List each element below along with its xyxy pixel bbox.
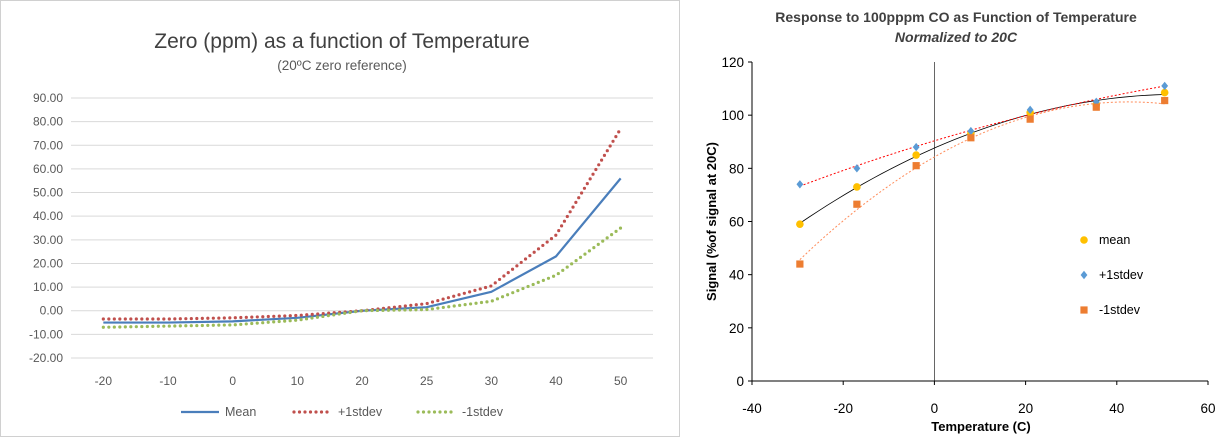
y-tick-label: 20 [729,321,744,336]
data-point [912,162,920,170]
series-line-mean [103,177,622,324]
x-tick-label: 60 [1200,401,1215,416]
data-point [1161,96,1169,105]
data-point [853,183,861,191]
zero-temperature-chart-panel: Zero (ppm) as a function of Temperature (… [0,0,680,437]
data-point [796,260,804,268]
data-point [1092,103,1100,111]
y-tick-label: 80 [729,161,744,176]
y-tick-label: 100 [721,108,744,123]
data-point [912,151,920,159]
trendline-mean [799,94,1165,224]
data-point [912,142,920,152]
x-tick-label: -40 [742,401,762,416]
y-tick-label: 70.00 [33,138,63,152]
zero-temperature-chart: Zero (ppm) as a function of Temperature (… [29,30,653,419]
data-point [796,220,804,228]
x-tick-label: 50 [614,374,628,388]
data-point [1160,88,1169,97]
y-tick-label: -20.00 [29,351,63,365]
x-axis-label: Temperature (C) [931,419,1030,434]
x-tick-label: 0 [229,374,236,388]
data-point [967,134,975,142]
legend-label: -1stdev [462,405,504,419]
legend-marker [1080,306,1088,314]
chart-subtitle: Normalized to 20C [895,29,1018,45]
chart-title: Response to 100pppm CO as Function of Te… [775,9,1137,25]
x-tick-label: 25 [420,374,434,388]
legend-marker [1080,236,1088,244]
trendline-1stdev [799,101,1165,260]
data-point [796,180,804,189]
legend-label: -1stdev [1099,303,1141,317]
legend-marker [1080,270,1088,280]
data-point [1161,81,1169,91]
legend-label: +1stdev [338,405,383,419]
y-tick-label: 90.00 [33,91,63,105]
legend-label: +1stdev [1099,268,1144,282]
y-tick-label: 20.00 [33,256,63,270]
data-point [853,200,861,208]
y-tick-label: 40.00 [33,209,63,223]
y-tick-label: 60 [729,215,744,230]
y-tick-label: -10.00 [29,327,63,341]
x-tick-label: -20 [833,401,853,416]
x-tick-label: 20 [355,374,369,388]
y-tick-label: 0 [736,374,744,389]
series-line-1stdev [101,226,623,329]
x-tick-label: 40 [1109,401,1124,416]
co-response-chart: Response to 100pppm CO as Function of Te… [704,9,1216,434]
x-tick-label: -20 [95,374,113,388]
x-tick-label: 0 [931,401,939,416]
trendline-1stdev [799,85,1165,187]
y-tick-label: 40 [729,268,744,283]
y-tick-label: 10.00 [33,280,63,294]
x-tick-label: 10 [291,374,305,388]
y-tick-label: 30.00 [33,233,63,247]
x-tick-label: 30 [485,374,499,388]
y-tick-label: 80.00 [33,115,63,129]
x-tick-label: -10 [159,374,177,388]
chart-subtitle: (20ºC zero reference) [277,58,406,73]
x-tick-label: 40 [549,374,563,388]
y-tick-label: 50.00 [33,186,63,200]
data-point [853,164,861,173]
co-response-chart-panel: Response to 100pppm CO as Function of Te… [686,0,1228,437]
y-axis-label: Signal (%of signal at 20C) [704,142,719,301]
legend-label: mean [1099,233,1130,247]
y-tick-label: 0.00 [40,304,64,318]
data-point [1026,115,1034,123]
series-line-1stdev [101,127,623,321]
chart-title: Zero (ppm) as a function of Temperature [154,30,529,53]
y-tick-label: 60.00 [33,162,63,176]
y-tick-label: 120 [721,55,744,70]
data-point [967,126,975,136]
x-tick-label: 20 [1018,401,1033,416]
legend-label: Mean [225,405,256,419]
